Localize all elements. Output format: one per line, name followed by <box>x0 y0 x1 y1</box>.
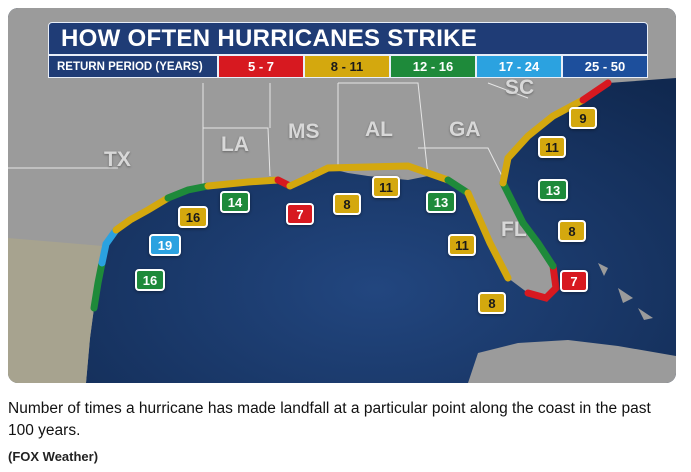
return-period-badge: 7 <box>560 270 588 292</box>
legend-bar: RETURN PERIOD (YEARS) 5 - 7 8 - 11 12 - … <box>48 55 648 78</box>
return-period-badge: 11 <box>372 176 400 198</box>
state-label-al: AL <box>365 118 393 141</box>
state-label-sc: SC <box>505 76 535 99</box>
return-period-badge: 11 <box>448 234 476 256</box>
state-label-ga: GA <box>449 118 481 141</box>
state-label-tx: TX <box>104 148 131 171</box>
map-title-bar: HOW OFTEN HURRICANES STRIKE <box>48 22 648 55</box>
return-period-badge: 9 <box>569 107 597 129</box>
legend-cell-25-50: 25 - 50 <box>561 56 647 77</box>
return-period-badge: 13 <box>538 179 568 201</box>
return-period-badge: 8 <box>478 292 506 314</box>
image-credit: (FOX Weather) <box>8 449 99 464</box>
bahamas-islands <box>598 263 653 320</box>
state-borders <box>8 82 529 188</box>
return-period-badge: 19 <box>149 234 181 256</box>
mexico-land <box>8 238 103 383</box>
return-period-badge: 8 <box>333 193 361 215</box>
legend-cell-5-7: 5 - 7 <box>217 56 303 77</box>
legend-cell-8-11: 8 - 11 <box>303 56 389 77</box>
map-caption: Number of times a hurricane has made lan… <box>8 400 651 439</box>
legend-label: RETURN PERIOD (YEARS) <box>57 60 203 73</box>
state-label-fl: FL <box>501 218 527 241</box>
state-label-ms: MS <box>288 120 320 143</box>
legend-cell-17-24: 17 - 24 <box>475 56 561 77</box>
return-period-badge: 11 <box>538 136 566 158</box>
map-title: HOW OFTEN HURRICANES STRIKE <box>61 25 478 52</box>
hurricane-map: TX LA MS AL GA SC FL HOW OFTEN HURRICANE… <box>8 8 676 383</box>
return-period-badge: 16 <box>178 206 208 228</box>
return-period-badge: 13 <box>426 191 456 213</box>
return-period-badge: 16 <box>135 269 165 291</box>
coastline-risk-segments <box>90 79 612 312</box>
return-period-badge: 14 <box>220 191 250 213</box>
gulf-coast-land <box>8 8 676 383</box>
cuba-island <box>468 340 676 383</box>
return-period-badge: 8 <box>558 220 586 242</box>
legend-cell-12-16: 12 - 16 <box>389 56 475 77</box>
state-label-la: LA <box>221 133 249 156</box>
return-period-badge: 7 <box>286 203 314 225</box>
